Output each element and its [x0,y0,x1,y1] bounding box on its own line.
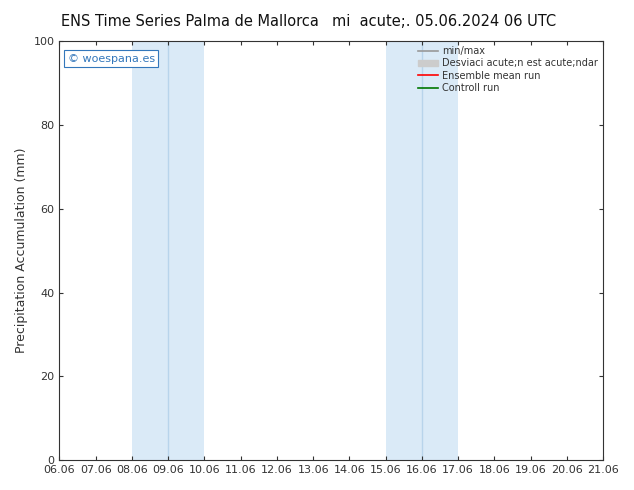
Legend: min/max, Desviaci acute;n est acute;ndar, Ensemble mean run, Controll run: min/max, Desviaci acute;n est acute;ndar… [418,46,598,93]
Bar [385,41,458,460]
Bar [132,41,204,460]
Text: ENS Time Series Palma de Mallorca: ENS Time Series Palma de Mallorca [61,14,319,29]
Text: mi  acute;. 05.06.2024 06 UTC: mi acute;. 05.06.2024 06 UTC [332,14,556,29]
Text: © woespana.es: © woespana.es [68,53,155,64]
Y-axis label: Precipitation Accumulation (mm): Precipitation Accumulation (mm) [15,148,28,353]
